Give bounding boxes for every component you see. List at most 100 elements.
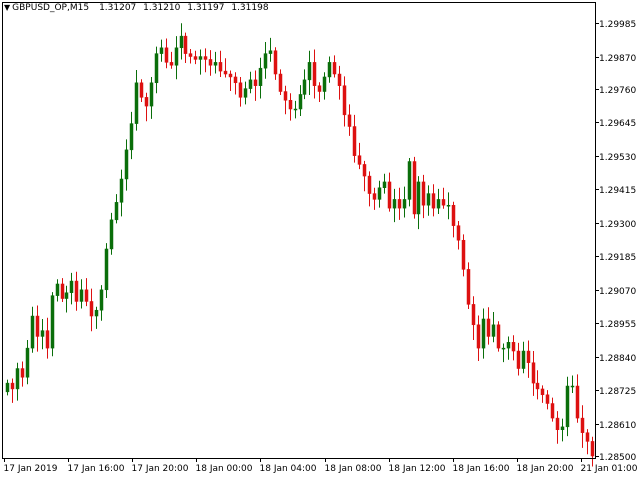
- bull-candle-body: [263, 53, 268, 69]
- bear-candle-body: [575, 385, 580, 419]
- x-tick-label: 21 Jan 01:00: [581, 464, 638, 474]
- bear-candle-body: [352, 126, 357, 156]
- bull-candle-body: [179, 35, 184, 49]
- bear-candle-body: [218, 62, 223, 72]
- bull-candle-body: [416, 181, 421, 215]
- bull-candle-body: [174, 47, 179, 66]
- bear-candle-body: [550, 403, 555, 419]
- bear-candle-body: [223, 70, 228, 75]
- bull-candle-body: [436, 199, 441, 209]
- bull-candle-body: [15, 368, 20, 390]
- bear-candle-body: [193, 56, 198, 60]
- bear-candle-body: [531, 362, 536, 384]
- bull-candle-body: [134, 82, 139, 124]
- y-tick-label: 1.28955: [599, 320, 636, 330]
- bull-candle-body: [94, 309, 99, 317]
- bear-candle-body: [203, 56, 208, 60]
- bull-candle-body: [114, 202, 119, 221]
- y-tick-label: 1.29070: [599, 287, 636, 297]
- bull-candle-body: [213, 62, 218, 66]
- bear-candle-body: [421, 181, 426, 206]
- bear-candle-body: [332, 62, 337, 75]
- bull-candle-body: [298, 94, 303, 110]
- bear-candle-body: [74, 280, 79, 302]
- bull-candle-body: [392, 199, 397, 209]
- bear-candle-body: [317, 85, 322, 92]
- bear-candle-body: [10, 382, 15, 390]
- bull-candle-body: [243, 88, 248, 98]
- bull-candle-body: [129, 123, 134, 151]
- bull-candle-body: [50, 295, 55, 349]
- bear-candle-body: [347, 114, 352, 127]
- bull-candle-body: [159, 47, 164, 54]
- bull-candle-body: [79, 289, 84, 302]
- bear-candle-body: [397, 199, 402, 209]
- bear-candle-body: [590, 441, 595, 457]
- bull-candle-body: [248, 79, 253, 89]
- bear-candle-body: [526, 350, 531, 363]
- high-value: 1.31210: [143, 3, 181, 13]
- bear-candle-body: [496, 324, 501, 349]
- bull-candle-body: [69, 280, 74, 293]
- bear-candle-body: [35, 315, 40, 337]
- y-tick-label: 1.28725: [599, 387, 636, 397]
- bull-candle-body: [124, 149, 129, 180]
- bull-candle-body: [198, 56, 203, 60]
- y-tick-label: 1.28610: [599, 421, 636, 431]
- bear-candle-body: [139, 82, 144, 98]
- x-tick-label: 18 Jan 04:00: [260, 464, 317, 474]
- bear-candle-body: [580, 417, 585, 433]
- bull-candle-body: [446, 204, 451, 207]
- bear-candle-body: [372, 193, 377, 200]
- bear-candle-body: [288, 100, 293, 110]
- bear-candle-body: [183, 35, 188, 54]
- bull-candle-body: [55, 283, 60, 296]
- y-tick-label: 1.29185: [599, 253, 636, 263]
- bull-candle-body: [501, 347, 506, 350]
- bear-candle-body: [535, 382, 540, 390]
- dropdown-arrow-icon[interactable]: ▼: [4, 3, 11, 12]
- bear-candle-body: [412, 161, 417, 215]
- bull-candle-body: [258, 67, 263, 86]
- bull-candle-body: [560, 426, 565, 431]
- bear-candle-body: [476, 324, 481, 349]
- ohlc-values: 1.31207 1.31210 1.31197 1.31198: [99, 3, 273, 13]
- bear-candle-body: [188, 53, 193, 57]
- bull-candle-body: [506, 342, 511, 349]
- bear-candle-body: [273, 50, 278, 75]
- bear-candle-body: [466, 269, 471, 305]
- bear-candle-body: [89, 301, 94, 317]
- bull-candle-body: [402, 199, 407, 209]
- x-tick-label: 17 Jan 2019: [4, 464, 58, 474]
- bear-candle-body: [545, 394, 550, 404]
- bull-candle-body: [521, 350, 526, 369]
- bear-candle-body: [164, 47, 169, 63]
- y-tick-label: 1.29870: [599, 54, 636, 64]
- bear-candle-body: [312, 62, 317, 86]
- symbol-timeframe: GBPUSD_OP,M15: [12, 3, 90, 13]
- bear-candle-body: [84, 289, 89, 302]
- bear-candle-body: [283, 91, 288, 101]
- bull-candle-body: [99, 289, 104, 311]
- open-value: 1.31207: [99, 3, 137, 13]
- bull-candle-body: [322, 76, 327, 92]
- bear-candle-body: [253, 79, 258, 86]
- bull-candle-body: [104, 248, 109, 291]
- bull-candle-body: [302, 79, 307, 95]
- y-tick-label: 1.29415: [599, 186, 636, 196]
- bull-candle-body: [119, 178, 124, 203]
- bear-candle-body: [278, 73, 283, 92]
- bull-candle-body: [64, 292, 69, 299]
- bear-candle-body: [342, 85, 347, 116]
- bear-candle-body: [451, 204, 456, 226]
- y-tick-label: 1.29530: [599, 153, 636, 163]
- bear-candle-body: [441, 199, 446, 206]
- bear-candle-body: [456, 225, 461, 241]
- chart-header: ▼ GBPUSD_OP,M15 1.31207 1.31210 1.31197 …: [4, 3, 273, 13]
- bear-candle-body: [337, 73, 342, 86]
- bear-candle-body: [362, 164, 367, 177]
- bull-candle-body: [5, 382, 10, 393]
- x-tick-label: 17 Jan 20:00: [132, 464, 189, 474]
